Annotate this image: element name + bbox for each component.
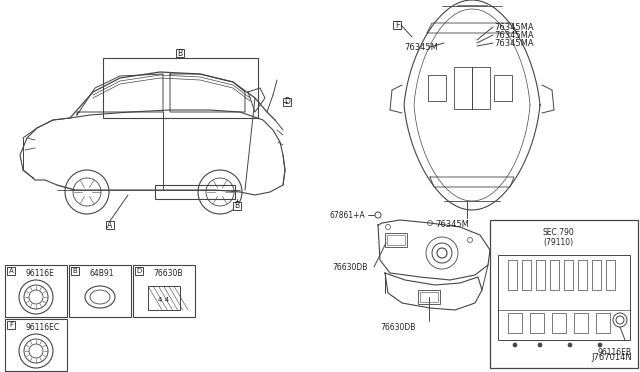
- Text: 4 4: 4 4: [159, 297, 170, 303]
- Bar: [606, 260, 615, 290]
- Bar: [155, 185, 235, 199]
- Bar: [574, 313, 588, 333]
- Text: F: F: [9, 322, 13, 328]
- Bar: [418, 290, 440, 304]
- Circle shape: [568, 343, 572, 347]
- Bar: [564, 260, 573, 290]
- Text: 96116E: 96116E: [25, 269, 54, 278]
- Text: A: A: [8, 268, 13, 274]
- Bar: [7, 321, 15, 329]
- Text: J767014N: J767014N: [591, 353, 632, 362]
- Bar: [596, 313, 610, 333]
- Bar: [490, 220, 638, 368]
- Text: F: F: [395, 20, 399, 29]
- Bar: [508, 260, 517, 290]
- Bar: [5, 265, 67, 317]
- Bar: [283, 98, 291, 106]
- Bar: [387, 235, 405, 245]
- Text: (79110): (79110): [543, 238, 573, 247]
- Text: 76345M: 76345M: [404, 42, 438, 51]
- Text: D: D: [284, 97, 290, 106]
- Bar: [385, 233, 407, 247]
- Bar: [103, 58, 258, 118]
- Text: 76345MA: 76345MA: [494, 38, 534, 48]
- Bar: [508, 313, 522, 333]
- Text: A: A: [108, 221, 113, 230]
- Bar: [420, 292, 438, 302]
- Bar: [530, 313, 544, 333]
- Bar: [71, 267, 79, 275]
- Text: 76345MA: 76345MA: [494, 22, 534, 32]
- Text: 96116EB: 96116EB: [598, 348, 632, 357]
- Bar: [592, 260, 601, 290]
- Text: B: B: [234, 202, 239, 211]
- Text: 76345M: 76345M: [435, 220, 469, 229]
- Bar: [106, 221, 114, 229]
- Text: B: B: [177, 48, 182, 58]
- Text: 96116EC: 96116EC: [25, 323, 59, 332]
- Text: 76630DB: 76630DB: [332, 263, 367, 272]
- Bar: [7, 267, 15, 275]
- Bar: [135, 267, 143, 275]
- Bar: [498, 255, 630, 340]
- Text: 76630DB: 76630DB: [380, 323, 416, 332]
- Bar: [494, 75, 512, 101]
- Circle shape: [598, 343, 602, 347]
- Bar: [552, 313, 566, 333]
- Bar: [69, 265, 131, 317]
- Text: 76345MA: 76345MA: [494, 31, 534, 39]
- Bar: [5, 319, 67, 371]
- Circle shape: [538, 343, 542, 347]
- Bar: [550, 260, 559, 290]
- Bar: [133, 265, 195, 317]
- Text: 64B91: 64B91: [89, 269, 113, 278]
- Bar: [148, 286, 180, 310]
- Text: D: D: [136, 268, 141, 274]
- Text: B: B: [72, 268, 77, 274]
- Bar: [522, 260, 531, 290]
- Bar: [393, 21, 401, 29]
- Bar: [578, 260, 587, 290]
- Circle shape: [513, 343, 517, 347]
- Text: 67861+A: 67861+A: [330, 211, 365, 219]
- Bar: [536, 260, 545, 290]
- Text: SEC.790: SEC.790: [542, 228, 574, 237]
- Bar: [428, 75, 446, 101]
- Text: 76630B: 76630B: [153, 269, 182, 278]
- Bar: [472, 67, 490, 109]
- Bar: [176, 49, 184, 57]
- Bar: [454, 67, 472, 109]
- Bar: [233, 202, 241, 210]
